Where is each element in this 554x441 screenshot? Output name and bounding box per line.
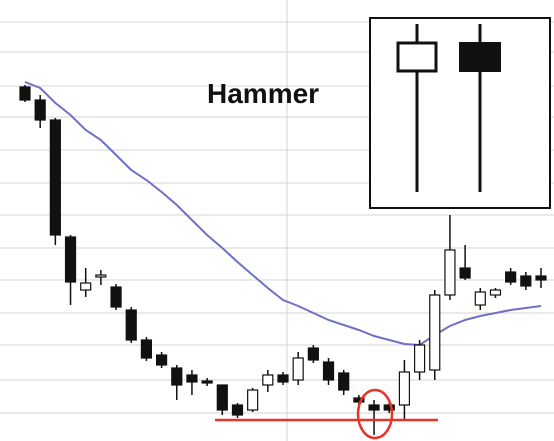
candle-body	[307, 347, 319, 361]
candle-body	[489, 289, 502, 296]
inset-body-white	[396, 41, 438, 73]
annotation: Hammer	[207, 78, 319, 109]
plot	[19, 81, 547, 435]
candle-body	[383, 404, 395, 411]
candle-body	[459, 267, 471, 279]
candle-body	[429, 294, 441, 371]
candle-body	[231, 404, 244, 416]
candle-body	[201, 380, 213, 384]
moving-average	[24, 81, 542, 347]
candle-body	[368, 404, 380, 411]
candle-body	[64, 236, 77, 283]
candle-body	[474, 291, 486, 306]
candle-body	[247, 389, 259, 411]
inset-body-black	[459, 42, 501, 72]
candle-body	[140, 339, 153, 359]
candle-body	[19, 86, 31, 101]
candle-body	[535, 275, 547, 281]
candle-body	[505, 271, 517, 283]
candle-body	[110, 286, 122, 308]
candle-body	[80, 282, 92, 291]
candle-body	[520, 275, 532, 287]
candle-body	[262, 374, 274, 386]
candle-body	[171, 367, 183, 386]
candle-body	[186, 374, 198, 383]
candle-body	[398, 371, 411, 406]
highlight-circle	[356, 388, 394, 440]
candle-body	[125, 309, 137, 341]
candle-body	[292, 357, 304, 381]
candle-body	[155, 354, 168, 366]
candle-body	[338, 372, 350, 391]
legend-box	[369, 17, 551, 209]
candle-body	[95, 274, 107, 278]
candle-body	[277, 374, 289, 383]
candle-body	[322, 361, 335, 381]
candle-body	[34, 99, 46, 121]
candle-body	[413, 344, 426, 373]
candle-body	[444, 249, 456, 296]
candle-body	[216, 384, 228, 411]
candle-body	[49, 119, 61, 236]
